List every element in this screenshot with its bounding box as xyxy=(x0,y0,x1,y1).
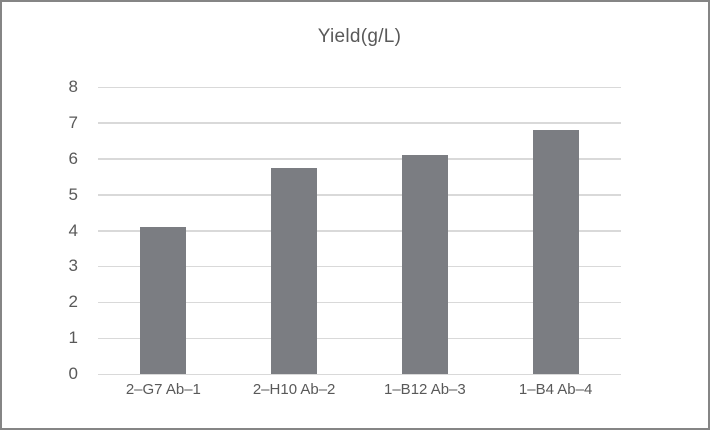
y-tick-label: 8 xyxy=(68,77,78,96)
gridline xyxy=(98,265,621,268)
bar xyxy=(271,167,318,374)
gridline xyxy=(98,301,621,304)
x-category-label: 2–G7 Ab–1 xyxy=(125,381,201,398)
y-tick-label: 6 xyxy=(68,148,78,168)
x-category-label: 1–B4 Ab–4 xyxy=(518,381,593,398)
y-tick-label: 3 xyxy=(68,256,78,276)
bar xyxy=(532,130,579,374)
y-tick-label: 5 xyxy=(68,184,78,204)
y-tick-label: 7 xyxy=(68,112,78,132)
gridline xyxy=(98,86,621,88)
gridline xyxy=(98,230,621,232)
bar xyxy=(401,155,448,374)
plot-area xyxy=(98,86,621,375)
bar xyxy=(140,226,187,374)
gridline xyxy=(98,122,621,124)
y-tick-label: 0 xyxy=(68,364,78,383)
y-tick-label: 4 xyxy=(68,220,78,240)
chart-title: Yield(g/L) xyxy=(317,26,402,47)
gridline xyxy=(98,158,621,160)
x-category-label: 2–H10 Ab–2 xyxy=(252,381,336,398)
gridline xyxy=(98,194,621,196)
gridline xyxy=(98,337,621,340)
x-category-label: 1–B12 Ab–3 xyxy=(384,381,466,398)
y-tick-label: 1 xyxy=(68,328,78,348)
gridline xyxy=(98,373,621,375)
y-tick-label: 2 xyxy=(68,292,78,312)
